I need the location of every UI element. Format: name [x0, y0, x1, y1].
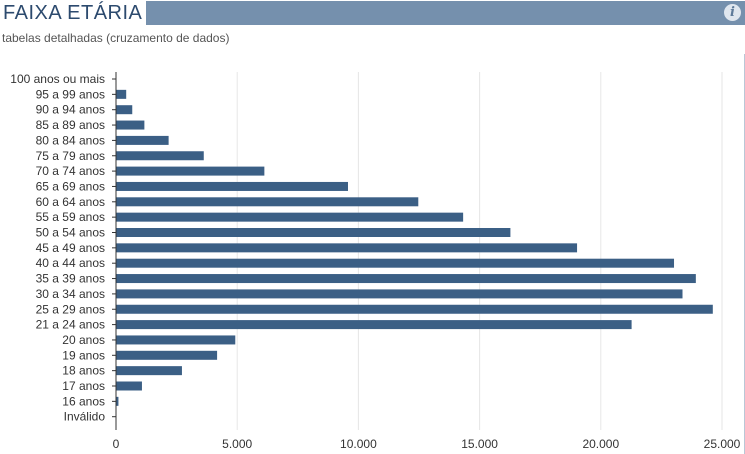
bar — [116, 181, 348, 191]
bar — [116, 212, 464, 222]
category-label: 85 a 89 anos — [36, 118, 105, 132]
category-label: 95 a 99 anos — [36, 87, 105, 101]
category-label: 25 a 29 anos — [36, 302, 105, 316]
category-label: 80 a 84 anos — [36, 133, 105, 147]
bar — [116, 335, 236, 345]
bar — [116, 381, 142, 391]
bar — [116, 166, 265, 176]
category-label: 21 a 24 anos — [36, 318, 105, 332]
category-label: 65 a 69 anos — [36, 179, 105, 193]
category-label: 40 a 44 anos — [36, 256, 105, 270]
category-label: 70 a 74 anos — [36, 164, 105, 178]
category-label: 30 a 34 anos — [36, 287, 105, 301]
category-label: 100 anos ou mais — [10, 72, 105, 86]
category-label: 18 anos — [62, 364, 105, 378]
category-label: 20 anos — [62, 333, 105, 347]
bar — [116, 151, 204, 161]
category-label: 55 a 59 anos — [36, 210, 105, 224]
bar — [116, 89, 127, 99]
x-tick-label: 25.000 — [704, 437, 741, 451]
bar — [116, 258, 675, 268]
bar — [116, 105, 133, 115]
category-label: 90 a 94 anos — [36, 103, 105, 117]
category-label: 60 a 64 anos — [36, 195, 105, 209]
category-label: 75 a 79 anos — [36, 149, 105, 163]
detailed-tables-link[interactable]: tabelas detalhadas (cruzamento de dados) — [2, 31, 230, 45]
bar — [116, 366, 182, 376]
x-tick-label: 5.000 — [222, 437, 252, 451]
category-label: 16 anos — [62, 394, 105, 408]
title-bar: i — [137, 1, 745, 25]
bar — [116, 396, 119, 406]
category-label: 35 a 39 anos — [36, 272, 105, 286]
bar — [116, 228, 511, 237]
bar — [116, 350, 218, 360]
bar — [116, 304, 713, 314]
category-label: Inválido — [64, 410, 106, 424]
bar — [116, 135, 169, 145]
bar — [116, 274, 696, 284]
chart-area: 100 anos ou mais 95 a 99 anos 90 a 94 anos… — [0, 54, 745, 454]
category-label: 50 a 54 anos — [36, 226, 105, 240]
panel-title: FAIXA ETÁRIA — [3, 1, 147, 26]
bar — [116, 289, 683, 299]
bar — [116, 320, 632, 330]
category-label: 19 anos — [62, 348, 105, 362]
x-tick-label: 10.000 — [340, 437, 377, 451]
category-label: 17 anos — [62, 379, 105, 393]
bar — [116, 120, 145, 130]
x-tick-label: 15.000 — [461, 437, 498, 451]
bar — [116, 197, 419, 207]
bar — [116, 243, 578, 253]
x-tick-label: 20.000 — [582, 437, 619, 451]
info-icon[interactable]: i — [724, 4, 741, 21]
x-tick-label: 0 — [113, 437, 120, 451]
category-label: 45 a 49 anos — [36, 241, 105, 255]
panel-header: i FAIXA ETÁRIA — [0, 0, 745, 26]
